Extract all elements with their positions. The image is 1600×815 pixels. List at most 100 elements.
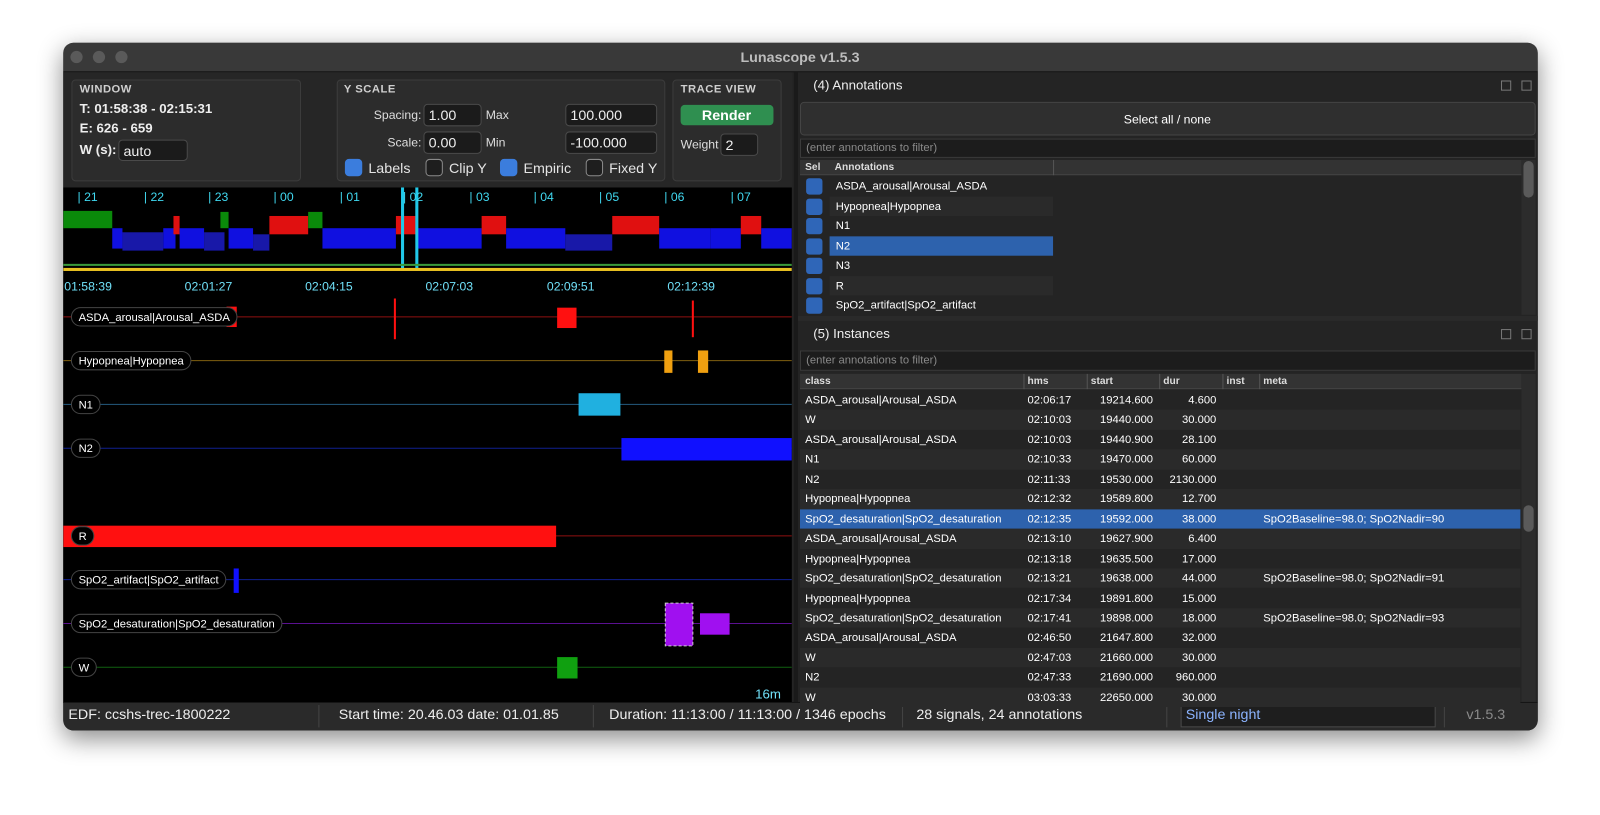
hypnogram [63, 187, 792, 271]
cell-meta: SpO2Baseline=98.0; SpO2Nadir=93 [1263, 612, 1445, 625]
time-label: 02:09:51 [547, 280, 595, 294]
instance-row[interactable] [799, 409, 1521, 430]
scale-input[interactable] [423, 131, 482, 154]
column-header: dur [1163, 375, 1180, 388]
render-button[interactable] [680, 104, 774, 126]
annotation-row[interactable] [830, 216, 1053, 236]
instance-row[interactable] [799, 489, 1521, 510]
cell-start: 21660.000 [1099, 651, 1154, 665]
select-all-button[interactable] [799, 101, 1536, 136]
panel-float[interactable] [1501, 80, 1512, 91]
checkbox-label: Clip Y [448, 159, 487, 177]
scrollbar [1521, 159, 1536, 315]
column-header: class [805, 375, 831, 388]
row-checkbox[interactable] [806, 178, 823, 195]
instance-row[interactable] [799, 528, 1521, 549]
hour-label: | 21 [78, 190, 98, 204]
checkbox-label: Fixed Y [609, 159, 658, 177]
cell-meta: SpO2Baseline=98.0; SpO2Nadir=90 [1263, 513, 1445, 526]
annotation-events [63, 298, 792, 679]
annotation-label: ASDA_arousal|Arousal_ASDA [835, 180, 988, 193]
hour-label: | 01 [340, 190, 360, 204]
filter-input[interactable] [799, 350, 1536, 371]
instance-row[interactable] [799, 687, 1521, 708]
annotation-label: N1 [835, 220, 851, 233]
window-group [71, 79, 302, 182]
separator [1166, 704, 1168, 728]
annotation-label: Hypopnea|Hypopnea [835, 200, 941, 213]
splitter[interactable] [797, 315, 1538, 321]
min-input[interactable] [565, 131, 658, 154]
annotation-row[interactable] [829, 275, 1054, 296]
checkbox[interactable] [344, 158, 363, 177]
annotation-row[interactable] [830, 256, 1053, 276]
close-button[interactable] [70, 50, 83, 64]
cell-hms: 02:10:33 [1027, 453, 1072, 466]
hour-label: | 23 [208, 190, 228, 204]
row-checkbox[interactable] [806, 198, 823, 215]
scroll-thumb [1523, 160, 1534, 198]
row-checkbox[interactable] [806, 237, 823, 255]
panel-close[interactable] [1521, 329, 1532, 340]
cell-dur: 38.000 [1181, 513, 1217, 526]
width-input[interactable] [118, 139, 188, 161]
column-header: Sel [805, 161, 821, 174]
instance-row[interactable] [799, 608, 1521, 628]
row-checkbox[interactable] [806, 297, 823, 314]
instance-row[interactable] [799, 509, 1521, 529]
version: v1.5.3 [1466, 705, 1506, 723]
table-header [799, 373, 1522, 390]
cell-class: SpO2_desaturation|SpO2_desaturation [805, 572, 1002, 585]
row-checkbox[interactable] [806, 277, 823, 294]
time-label: 02:07:03 [426, 280, 474, 294]
instance-row[interactable] [799, 449, 1521, 470]
cell-dur: 2130.000 [1169, 473, 1217, 486]
hour-label: | 02 [403, 190, 423, 204]
select-all-label: Select all / none [1123, 112, 1211, 127]
scale-label: Scale: [387, 135, 422, 150]
cell-dur: 15.000 [1181, 592, 1217, 605]
cell-start: 19440.900 [1099, 433, 1154, 447]
cell-dur: 28.100 [1181, 433, 1217, 447]
cell-hms: 03:03:33 [1027, 691, 1072, 704]
time-label: 02:12:39 [667, 280, 715, 294]
checkbox[interactable] [499, 158, 518, 177]
filter-input[interactable] [799, 138, 1536, 158]
instance-row[interactable] [800, 668, 1520, 688]
cell-class: W [805, 691, 816, 704]
cell-dur: 32.000 [1181, 632, 1217, 645]
max-label: Max [485, 107, 509, 123]
checkbox-label: Labels [368, 159, 411, 177]
zoom-button[interactable] [115, 50, 128, 64]
annotation-row[interactable] [829, 235, 1054, 256]
trace-view[interactable]: | 21 | 22 | 23 | 00 | 01 | 02 | 03 | 04 | 05 | 06… [63, 187, 792, 703]
width-input-text: auto [123, 142, 152, 159]
minimize-button[interactable] [92, 50, 106, 64]
group-heading: WINDOW [79, 83, 132, 96]
cell-class: ASDA_arousal|Arousal_ASDA [805, 394, 957, 407]
checkbox[interactable] [425, 158, 443, 177]
max-input-text: 100.000 [570, 106, 623, 124]
hour-label: | 07 [731, 190, 751, 204]
weight-input[interactable] [720, 133, 759, 156]
panel-float[interactable] [1501, 329, 1512, 340]
spacing-input[interactable] [423, 103, 482, 127]
cell-start: 21647.800 [1099, 632, 1154, 645]
status-start: Start time: 20.46.03 date: 01.01.85 [338, 705, 559, 723]
filter-placeholder: (enter annotations to filter) [806, 141, 938, 154]
row-checkbox[interactable] [806, 257, 823, 275]
instance-row[interactable] [799, 568, 1521, 589]
cell-start: 19214.600 [1099, 394, 1154, 407]
separator [318, 704, 320, 728]
cell-hms: 02:17:41 [1027, 612, 1072, 625]
checkbox[interactable] [585, 158, 604, 177]
mode-text: Single night [1185, 705, 1261, 723]
cell-dur: 30.000 [1181, 651, 1217, 665]
instance-row[interactable] [799, 647, 1521, 668]
panel-close[interactable] [1521, 80, 1532, 91]
instance-row[interactable] [800, 469, 1520, 489]
max-input[interactable] [565, 103, 658, 127]
row-checkbox[interactable] [806, 218, 823, 235]
cell-hms: 02:06:17 [1027, 394, 1072, 407]
annotation-row[interactable] [829, 196, 1054, 216]
